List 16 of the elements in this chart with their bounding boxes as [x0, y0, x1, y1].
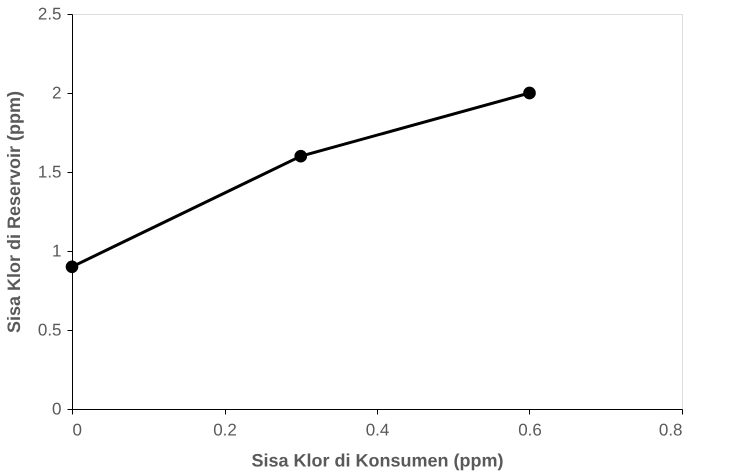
y-tick-label: 1: [52, 242, 62, 260]
x-axis-title: Sisa Klor di Konsumen (ppm): [251, 450, 504, 470]
x-tick-label: 0.6: [518, 420, 542, 440]
point: [66, 260, 78, 274]
y-tick-label: 0: [52, 400, 62, 418]
x-tick-label: 0: [72, 420, 82, 440]
y-tick-label: 2.5: [38, 4, 62, 24]
y-axis-title: Sisa Klor di Reservoir (ppm): [4, 90, 24, 334]
y-tick-label: 1.5: [38, 162, 62, 182]
y-tick-label: 0.5: [38, 320, 62, 340]
point: [523, 86, 536, 100]
x-tick-label: 0.2: [213, 420, 237, 440]
x-tick-label: 0.4: [366, 420, 390, 440]
y-tick-label: 2: [52, 84, 62, 102]
x-tick-label: 0.8: [658, 420, 682, 440]
point: [294, 150, 308, 163]
